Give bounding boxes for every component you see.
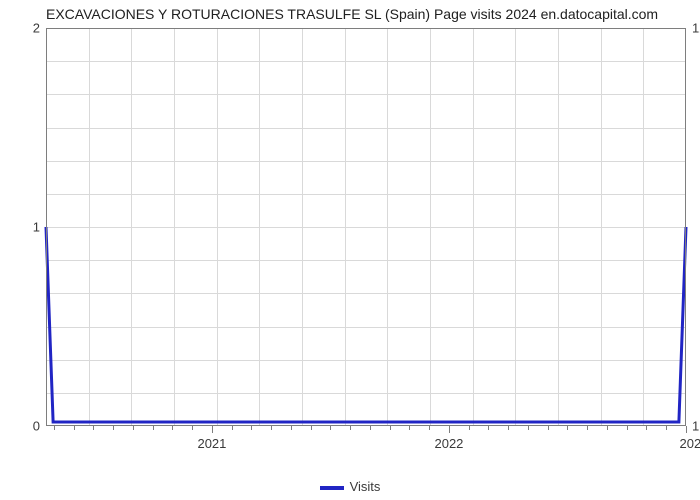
x-tick-minor — [232, 426, 233, 430]
x-tick-minor — [548, 426, 549, 430]
x-tick-minor — [429, 426, 430, 430]
x-tick-minor — [93, 426, 94, 430]
page-title: EXCAVACIONES Y ROTURACIONES TRASULFE SL … — [46, 6, 658, 22]
x-tick-major — [686, 426, 687, 433]
x-tick-minor — [330, 426, 331, 430]
x-tick-minor — [113, 426, 114, 430]
y-axis-label: 0 — [16, 419, 40, 434]
x-tick-minor — [666, 426, 667, 430]
x-tick-minor — [469, 426, 470, 430]
x-tick-minor — [350, 426, 351, 430]
x-tick-minor — [646, 426, 647, 430]
y-axis-right-label: 1 — [692, 419, 700, 434]
y-axis-label: 2 — [16, 21, 40, 36]
x-tick-minor — [172, 426, 173, 430]
x-tick-minor — [508, 426, 509, 430]
x-tick-minor — [133, 426, 134, 430]
x-tick-minor — [390, 426, 391, 430]
x-tick-minor — [409, 426, 410, 430]
x-tick-minor — [370, 426, 371, 430]
x-axis-label: 2022 — [434, 436, 463, 451]
x-axis-label: 202 — [679, 436, 700, 451]
y-axis-right-label: 12 — [692, 21, 700, 36]
x-tick-minor — [251, 426, 252, 430]
x-tick-minor — [607, 426, 608, 430]
x-tick-minor — [153, 426, 154, 430]
x-tick-minor — [74, 426, 75, 430]
x-tick-minor — [587, 426, 588, 430]
x-tick-minor — [291, 426, 292, 430]
x-tick-minor — [271, 426, 272, 430]
legend-swatch — [320, 486, 344, 490]
x-tick-minor — [488, 426, 489, 430]
x-tick-minor — [567, 426, 568, 430]
legend-label: Visits — [350, 479, 381, 494]
x-tick-major — [212, 426, 213, 433]
x-tick-minor — [192, 426, 193, 430]
x-axis-label: 2021 — [197, 436, 226, 451]
x-tick-major — [449, 426, 450, 433]
x-tick-minor — [627, 426, 628, 430]
x-tick-minor — [54, 426, 55, 430]
x-tick-minor — [528, 426, 529, 430]
legend: Visits — [0, 479, 700, 494]
visits-line — [46, 28, 686, 426]
y-axis-label: 1 — [16, 220, 40, 235]
x-tick-minor — [311, 426, 312, 430]
chart-area — [46, 28, 686, 426]
